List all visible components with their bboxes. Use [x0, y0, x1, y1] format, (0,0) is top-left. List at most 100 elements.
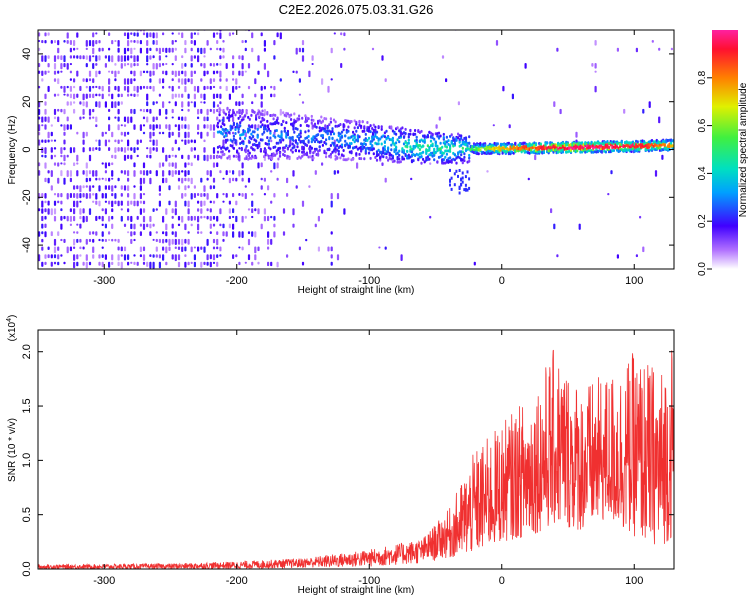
spectrogram-cell [232, 55, 235, 60]
spectrogram-cell [369, 124, 372, 128]
spectrogram-cell [177, 85, 181, 89]
spectrogram-cell [111, 193, 114, 197]
spectrogram-cell [95, 231, 98, 236]
spectrogram-cell [95, 101, 98, 108]
spectrogram-cell [402, 157, 406, 161]
spectrogram-cell [88, 116, 92, 120]
spectrogram-cell [216, 238, 219, 246]
spectrogram-cell [171, 93, 174, 100]
spectrogram-cell [340, 145, 344, 149]
spectrogram-cell [247, 208, 251, 211]
spectrogram-cell [108, 124, 111, 131]
spectrogram-cell [190, 32, 193, 39]
spectrogram-cell [177, 170, 181, 176]
spectrogram-cell [219, 70, 222, 78]
spectrogram-cell [228, 155, 231, 159]
spectrogram-cell [162, 78, 165, 84]
spectrogram-cell [468, 177, 471, 181]
spectrogram-cell [95, 124, 98, 128]
spectrogram-cell [228, 208, 231, 214]
spectrogram-cell [136, 55, 139, 62]
spectrogram-cell [168, 85, 171, 89]
spectrogram-cell [232, 78, 235, 81]
spectrogram-cell [288, 115, 291, 119]
spectrogram-cell [457, 101, 460, 106]
spectrogram-cell [85, 193, 88, 199]
spectrogram-cell [212, 70, 216, 75]
spectrogram-cell [247, 254, 251, 261]
spectrogram-cell [345, 142, 348, 146]
spectrogram-cell [301, 40, 305, 46]
spectrogram-cell [50, 208, 53, 216]
spectrogram-cell [38, 70, 41, 74]
colorbar-tick-label: 0.0 [697, 262, 708, 276]
spectrogram-cell [433, 153, 436, 157]
spectrogram-cell [553, 101, 556, 107]
spectrogram-cell [247, 149, 250, 153]
spectrogram-cell [162, 170, 165, 177]
spectrogram-cell [120, 55, 123, 62]
spectrogram-cell [336, 156, 339, 160]
spectrogram-cell [228, 170, 231, 173]
spectrogram-cell [117, 200, 120, 207]
spectrogram-cell [203, 154, 206, 161]
spectrogram-cell [434, 151, 437, 154]
spectrogram-cell [340, 143, 344, 147]
spectrogram-cell [127, 200, 130, 207]
spectrogram-cell [139, 177, 142, 185]
spectrogram-cell [219, 47, 222, 51]
spectrogram-cell [117, 116, 120, 122]
spectrogram-cell [152, 139, 155, 146]
spectrogram-cell [219, 93, 222, 99]
spectrogram-cell [130, 78, 133, 85]
spectrogram-cell [120, 246, 123, 252]
spectrogram-cell [263, 118, 266, 122]
spectrogram-cell [610, 170, 613, 175]
spectrogram-cell [123, 254, 127, 261]
spectrogram-cell [309, 151, 312, 155]
spectrogram-cell [283, 126, 286, 130]
spectrogram-cell [200, 63, 203, 67]
spectrogram-cell [298, 78, 301, 83]
spectrogram-cell [174, 238, 177, 245]
spectrogram-cell [336, 254, 340, 261]
snr-xlabel: Height of straight line (km) [298, 585, 415, 596]
spectrogram-cell [364, 143, 367, 146]
spectrogram-cell [174, 70, 177, 77]
spectrogram-cell [108, 85, 111, 93]
spectrogram-cell [369, 156, 372, 160]
spectrogram-cell [209, 108, 212, 112]
spectrogram-cell [216, 104, 220, 108]
spectrogram-cell [398, 153, 401, 157]
spectrogram-cell [101, 177, 104, 180]
spectrogram-cell [57, 55, 60, 60]
spectrogram-cell [578, 223, 581, 230]
spectrogram-cell [142, 116, 146, 120]
spectrogram-cell [504, 145, 507, 148]
spectrogram-cell [66, 63, 69, 70]
spectrogram-cell [69, 40, 72, 45]
spectrogram-cell [73, 108, 76, 114]
spectrogram-cell [216, 231, 219, 235]
spectrogram-cell [374, 156, 377, 159]
spectrogram-cell [282, 111, 285, 115]
spectrogram-cell [329, 120, 332, 124]
spectrogram-cell [263, 113, 266, 117]
spectrogram-cell [168, 162, 171, 167]
spectrogram-cell [241, 246, 244, 251]
spectrogram-cell [158, 238, 161, 243]
spectrogram-cell [336, 144, 339, 147]
spectrogram-cell [317, 215, 320, 222]
spectrogram-cell [216, 193, 219, 199]
spectrogram-cell [41, 147, 44, 154]
spectrogram-cell [429, 162, 432, 165]
spectrogram-cell [433, 158, 436, 162]
spectrogram-cell [171, 47, 174, 53]
spectrogram-cell [282, 208, 286, 214]
spectrogram-cell [313, 140, 317, 144]
spectrogram-cell [184, 200, 187, 207]
spectrogram-cell [436, 144, 439, 148]
spectrogram-cell [60, 215, 63, 221]
spectrogram-cell [234, 132, 237, 135]
spectrogram-cell [278, 138, 282, 142]
